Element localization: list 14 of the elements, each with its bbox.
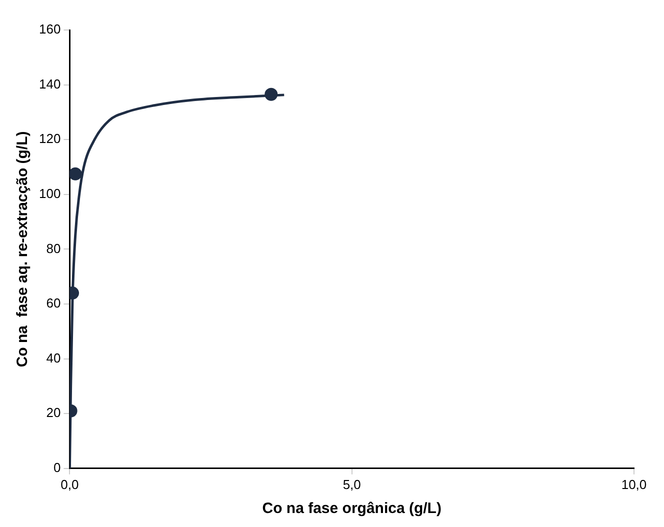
y-tick-label: 0 — [53, 460, 61, 475]
y-tick-label: 80 — [46, 240, 61, 256]
y-tick-label: 120 — [38, 131, 61, 146]
y-tick-label: 20 — [46, 405, 61, 420]
y-tick-label: 140 — [38, 76, 61, 92]
x-tick-label: 5,0 — [342, 476, 361, 492]
x-tick-label: 0,0 — [60, 476, 79, 492]
y-tick-label: 60 — [46, 296, 61, 311]
x-tick-label: 10,0 — [621, 476, 647, 492]
y-axis-title: Co na fase aq. re-extracção (g/L) — [14, 131, 32, 368]
y-tick-label: 160 — [38, 22, 61, 37]
y-tick-label: 100 — [38, 186, 61, 201]
y-tick-label: 40 — [46, 350, 61, 366]
x-axis-title: Co na fase orgânica (g/L) — [262, 500, 442, 518]
